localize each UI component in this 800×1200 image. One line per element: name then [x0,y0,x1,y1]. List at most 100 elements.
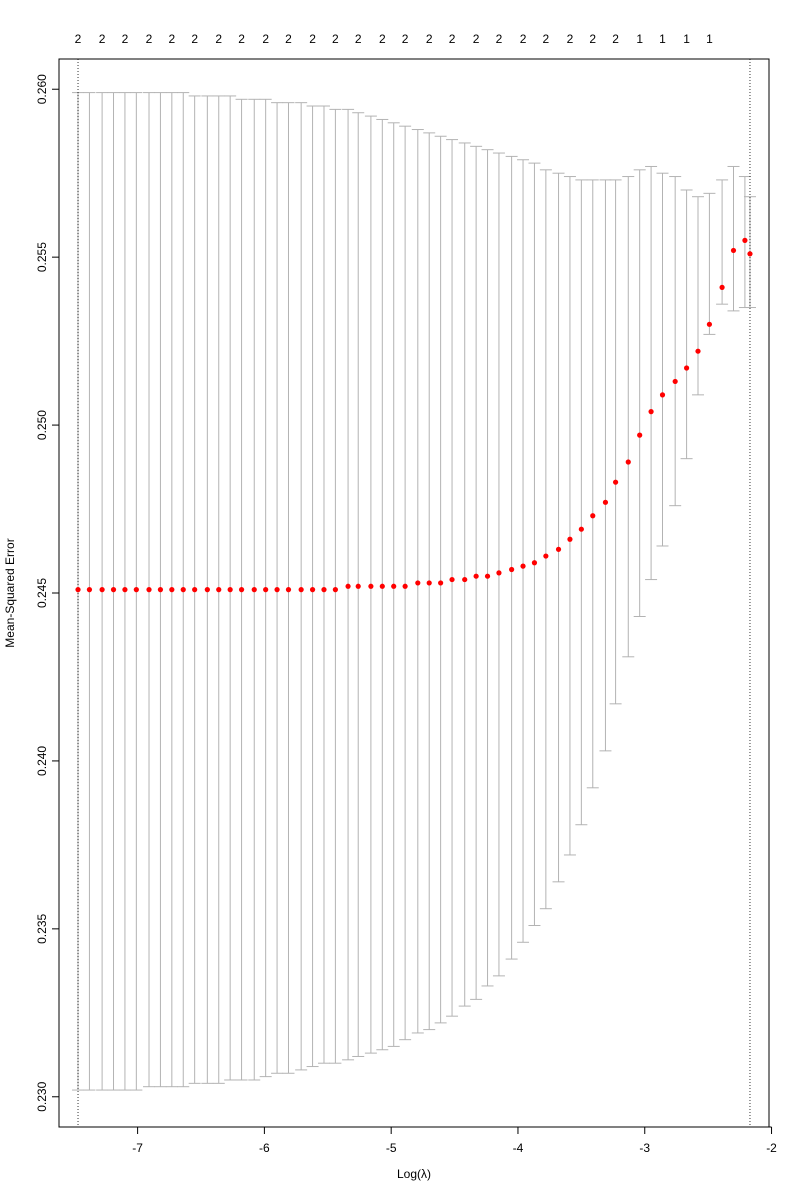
x-tick-label: -6 [259,1141,270,1155]
top-axis-count-label: 2 [449,32,456,46]
data-point [426,580,432,586]
data-point [625,459,631,465]
data-point [321,587,327,593]
top-axis-count-label: 2 [543,32,550,46]
top-axis-count-label: 1 [659,32,666,46]
data-point [285,587,292,593]
data-point [379,583,385,589]
error-bars [72,92,756,1091]
data-point [298,587,304,593]
top-axis-count-label: 2 [379,32,386,46]
top-axis-count-label: 2 [146,32,153,46]
top-axis-count-label: 2 [496,32,503,46]
data-point [659,392,666,398]
data-point [415,580,421,586]
y-axis: 0.230 0.235 0.240 0.245 0.250 0.255 0.260 [35,74,60,1112]
data-point [251,587,257,593]
top-axis-count-label: 1 [683,32,690,46]
y-tick-label: 0.250 [35,410,49,440]
data-point [227,587,233,593]
data-point [555,546,562,552]
y-tick-label: 0.230 [35,1081,49,1111]
x-tick-label: -2 [766,1141,777,1155]
data-point [192,587,198,593]
data-point [180,587,186,593]
data-point [590,513,596,519]
data-point [146,587,152,593]
top-axis-counts: 2 2 2 2 2 2 2 2 2 2 2 2 2 2 2 2 2 2 2 2 2 2 2 2 1 1 1 1 [75,32,713,46]
top-axis-count-label: 1 [636,32,643,46]
data-point [567,536,573,542]
data-point [612,479,619,485]
top-axis-count-label: 2 [473,32,480,46]
data-point [157,587,164,593]
data-point [274,587,280,593]
x-axis-label: Log(λ) [397,1167,431,1181]
data-point [683,365,690,371]
x-tick-label: -7 [132,1141,143,1155]
data-point [75,587,81,593]
data-point [496,570,502,576]
data-point [543,553,549,559]
data-point [345,583,351,589]
data-point [133,587,139,593]
data-point [110,587,117,593]
data-point [309,587,316,593]
data-point [473,573,479,579]
y-tick-label: 0.255 [35,242,49,272]
top-axis-count-label: 2 [309,32,316,46]
y-axis-label: Mean-Squared Error [3,538,17,647]
data-point [509,566,515,573]
data-point [484,573,491,579]
reference-lines [77,59,751,1127]
data-point [719,284,725,290]
y-tick-label: 0.245 [35,578,49,608]
top-axis-count-label: 2 [520,32,527,46]
data-point [730,247,737,254]
data-point [742,237,748,243]
top-axis-count-label: 2 [215,32,222,46]
data-point [238,587,245,593]
data-point [706,321,713,327]
y-tick-label: 0.235 [35,914,49,944]
data-point [263,587,269,593]
top-axis-count-label: 2 [168,32,175,46]
top-axis-count-label: 2 [355,32,362,46]
top-axis-count-label: 2 [99,32,106,46]
data-point [368,583,374,589]
top-axis-count-label: 2 [567,32,574,46]
top-axis-count-label: 2 [612,32,619,46]
x-tick-label: -3 [639,1141,650,1155]
top-axis-count-label: 2 [238,32,245,46]
top-axis-count-label: 1 [706,32,713,46]
data-point [449,576,455,583]
data-point [578,526,584,532]
data-point [672,378,678,385]
top-axis-count-label: 2 [589,32,596,46]
data-points [75,237,753,593]
data-point [648,409,654,415]
y-tick-label: 0.240 [35,746,49,776]
data-point [402,583,408,589]
data-point [332,587,338,593]
data-point [169,587,175,593]
top-axis-count-label: 2 [285,32,292,46]
data-point [462,576,468,583]
data-point [531,560,538,566]
data-point [355,583,361,589]
data-point [602,499,609,505]
data-point [391,583,397,589]
top-axis-count-label: 2 [426,32,433,46]
data-point [99,587,105,593]
x-tick-label: -4 [513,1141,524,1155]
top-axis-count-label: 2 [75,32,82,46]
data-point [520,563,526,569]
top-axis-count-label: 2 [402,32,409,46]
top-axis-count-label: 2 [262,32,269,46]
y-tick-label: 0.260 [35,74,49,104]
data-point [438,580,444,586]
data-point [86,587,93,593]
top-axis-count-label: 2 [332,32,339,46]
data-point [747,251,753,257]
